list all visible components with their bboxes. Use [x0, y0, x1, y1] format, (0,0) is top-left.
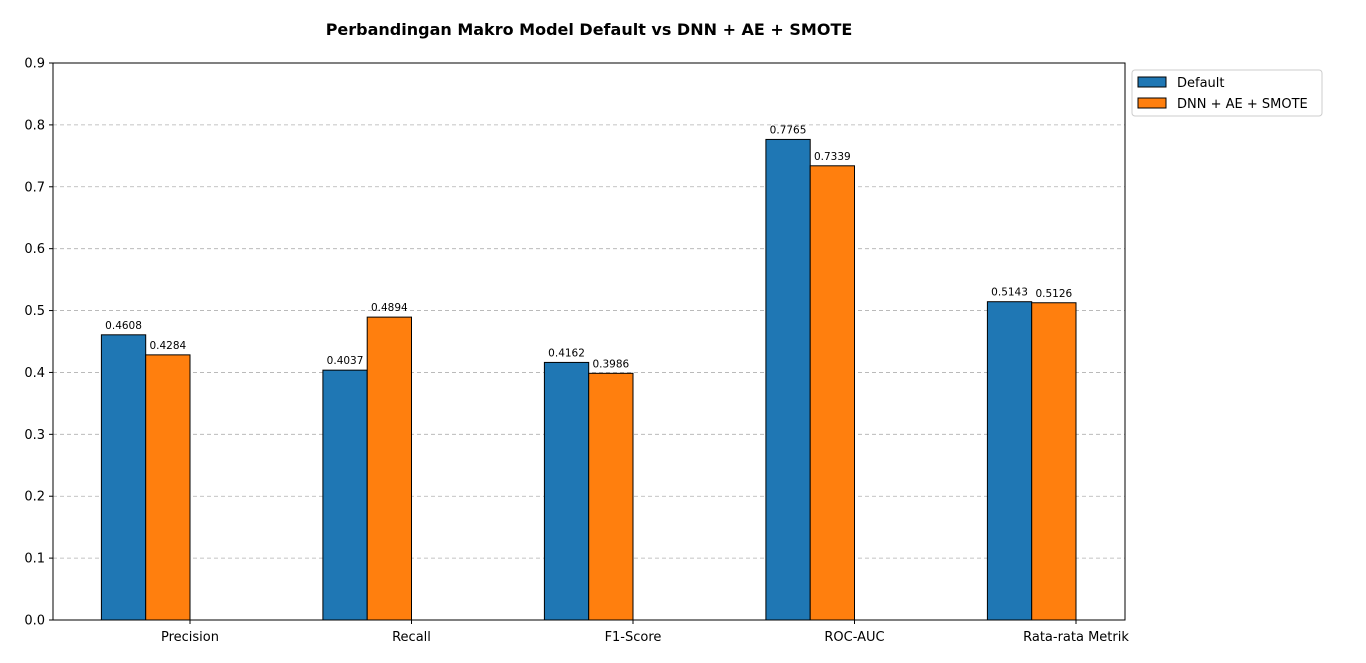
- bar-value-label: 0.7765: [770, 124, 807, 136]
- x-tick-label: ROC-AUC: [824, 630, 884, 645]
- bar-value-label: 0.4894: [371, 302, 408, 314]
- bar-default: [322, 369, 368, 621]
- y-tick-label: 0.8: [24, 118, 45, 133]
- y-tick-label: 0.1: [24, 552, 45, 567]
- bar-value-label: 0.7339: [814, 151, 851, 163]
- x-tick-label: Recall: [392, 630, 431, 645]
- legend-swatch: [1137, 76, 1167, 88]
- legend-label: Default: [1177, 76, 1225, 91]
- bar-value-label: 0.4162: [548, 347, 585, 359]
- bar-dnn-ae-smote: [809, 165, 856, 621]
- bar-dnn-ae-smote: [145, 354, 191, 621]
- bar-value-label: 0.5143: [991, 287, 1028, 299]
- y-tick-label: 0.9: [24, 57, 45, 72]
- y-tick-label: 0.6: [24, 242, 45, 257]
- legend: Default DNN + AE + SMOTE: [1131, 69, 1323, 117]
- bar-dnn-ae-smote: [1031, 302, 1077, 621]
- bar-default: [765, 138, 811, 621]
- bar-dnn-ae-smote: [588, 372, 634, 621]
- bar-default: [100, 334, 147, 621]
- plot-frame: [52, 62, 1126, 621]
- bars: [100, 138, 1077, 621]
- x-tick-label: Rata-rata Metrik: [1023, 630, 1129, 645]
- x-tick-label: Precision: [161, 630, 219, 645]
- axes: 0.0 0.1 0.2 0.3 0.4 0.5 0.6 0.7 0.8 0.9 Precision R…: [24, 57, 1129, 646]
- bar-value-label: 0.5126: [1035, 288, 1072, 300]
- bar-value-label: 0.4608: [105, 320, 142, 332]
- y-tick-label: 0.2: [24, 490, 45, 505]
- value-labels: 0.4608 0.4037 0.4162 0.7765 0.5143 0.4284 0.48…: [105, 124, 1072, 370]
- y-tick-label: 0.3: [24, 428, 45, 443]
- bar-default: [543, 361, 590, 621]
- bar-value-label: 0.4284: [149, 340, 186, 352]
- bar-value-label: 0.4037: [327, 355, 364, 367]
- legend-swatch: [1137, 97, 1167, 109]
- chart-title: Perbandingan Makro Model Default vs DNN …: [326, 20, 853, 39]
- y-tick-label: 0.7: [24, 180, 45, 195]
- y-tick-label: 0.4: [24, 366, 45, 381]
- x-tick-label: F1-Score: [605, 630, 662, 645]
- bar-default: [986, 301, 1033, 621]
- legend-label: DNN + AE + SMOTE: [1177, 97, 1308, 112]
- y-tick-label: 0.5: [24, 304, 45, 319]
- bar-dnn-ae-smote: [366, 316, 413, 621]
- bar-value-label: 0.3986: [592, 358, 629, 370]
- y-tick-label: 0.0: [24, 614, 45, 629]
- legend-box: [1131, 69, 1323, 117]
